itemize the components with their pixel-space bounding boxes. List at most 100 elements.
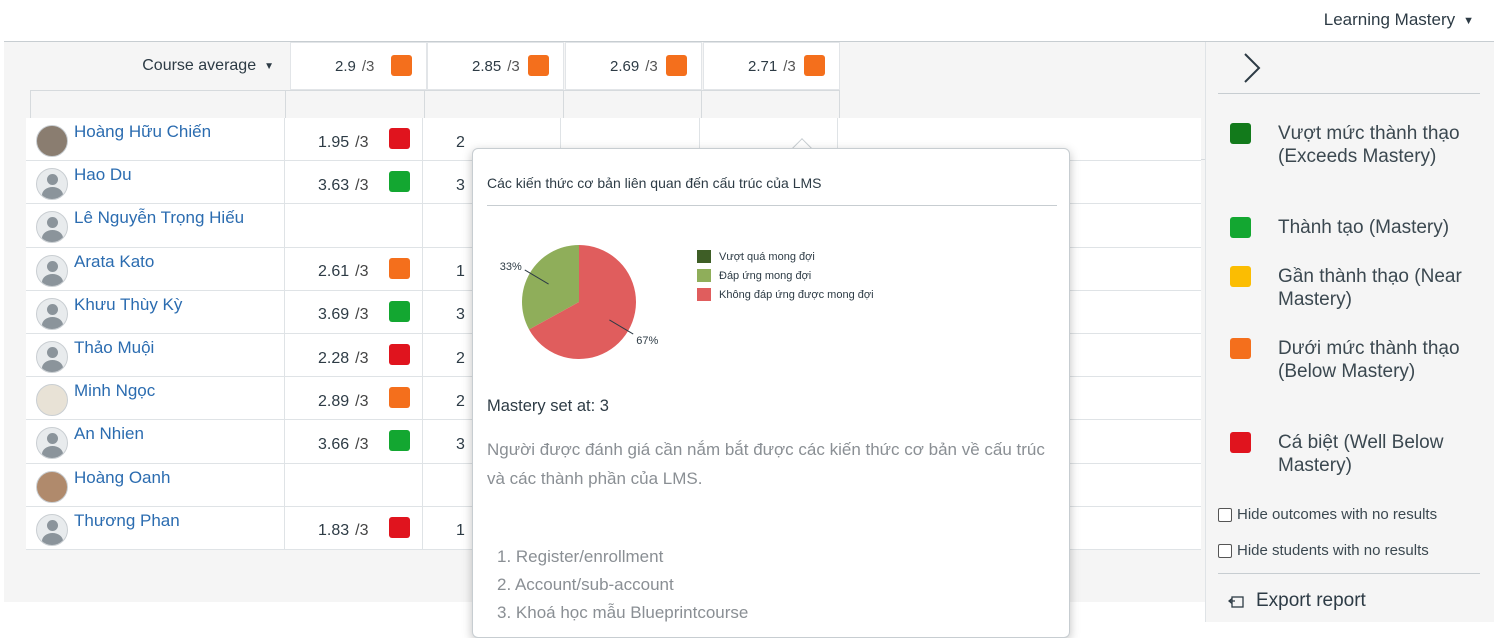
student-name-link[interactable]: Minh Ngọc (74, 381, 156, 401)
caret-down-icon: ▼ (1463, 15, 1474, 27)
course-average-cell: 2.85/3 (427, 42, 564, 90)
mastery-level-label: Cá biệt (Well Below Mastery) (1278, 432, 1444, 476)
student-name-cell: Arata Kato (26, 247, 285, 290)
avatar (36, 340, 68, 373)
score-cell (700, 118, 838, 161)
student-score: 3 (456, 176, 465, 194)
legend-item: Không đáp ứng được mong đợi (697, 285, 874, 304)
student-score: 2 (456, 392, 465, 410)
score-cell: 3.66/3 (285, 420, 423, 463)
hide-outcomes-checkbox[interactable]: Hide outcomes with no results (1218, 506, 1437, 523)
collapse-sidebar-button[interactable] (1236, 50, 1266, 86)
avatar (36, 125, 68, 157)
avatar (36, 427, 68, 460)
student-name-link[interactable]: An Nhien (74, 424, 144, 444)
mastery-threshold: Mastery set at: 3 (487, 397, 609, 415)
pie-leader-line (609, 319, 634, 335)
course-average-select[interactable]: Course average ▼ (4, 42, 290, 90)
score-cell (285, 204, 423, 247)
average-score: 2.69 (610, 57, 640, 75)
mastery-level: Cá biệt (Well Below Mastery) (1228, 431, 1488, 477)
pie-percent-label: 67% (636, 335, 658, 347)
student-name-cell: Thảo Muội (26, 333, 285, 377)
mastery-color-square (528, 55, 549, 76)
course-average-label: Course average (142, 57, 257, 74)
export-icon (1228, 596, 1244, 608)
hide-students-checkbox[interactable]: Hide students with no results (1218, 542, 1429, 559)
student-name-link[interactable]: Thảo Muội (74, 337, 155, 357)
legend-label: Không đáp ứng được mong đợi (719, 288, 874, 301)
mastery-color-square (666, 55, 687, 76)
outcome-step: 3. Khoá học mẫu Blueprintcourse (497, 603, 749, 622)
mastery-color-square (389, 430, 410, 452)
average-score: 2.9 (335, 57, 356, 75)
mastery-color-square (1230, 266, 1251, 287)
student-name-cell: An Nhien (26, 420, 285, 463)
student-score: 1 (456, 263, 465, 281)
avatar (36, 254, 68, 287)
score-cell: 3.63/3 (285, 161, 423, 204)
pie-slice (529, 245, 636, 359)
student-name-link[interactable]: Lê Nguyễn Trọng Hiếu (74, 208, 245, 228)
view-select[interactable]: Learning Mastery ▼ (1324, 10, 1474, 30)
divider (487, 205, 1057, 206)
legend-swatch (697, 269, 711, 282)
mastery-color-square (389, 128, 410, 149)
mastery-color-square (1230, 123, 1251, 144)
student-name-cell: Minh Ngọc (26, 377, 285, 420)
mastery-color-square (389, 343, 410, 365)
legend-item: Vượt quá mong đợi (697, 247, 874, 266)
student-score: 2 (456, 133, 465, 151)
student-name-cell: Hao Du (26, 161, 285, 204)
student-name-link[interactable]: Thương Phan (74, 510, 180, 530)
mastery-level-label: Vượt mức thành thạo (Exceeds Mastery) (1278, 123, 1460, 167)
divider (4, 41, 1494, 42)
student-score: 3.63 (318, 176, 350, 194)
mastery-color-square (389, 387, 410, 409)
student-score-max: /3 (355, 263, 369, 281)
score-cell: 2.28/3 (285, 333, 423, 377)
course-average-cell: 2.69/3 (565, 42, 702, 90)
checkbox-icon[interactable] (1218, 507, 1232, 522)
student-score-max: /3 (355, 522, 369, 540)
student-name-link[interactable]: Hoàng Hữu Chiến (74, 122, 212, 141)
score-cell: 3.69/3 (285, 290, 423, 333)
student-name-link[interactable]: Khưu Thùy Kỳ (74, 294, 183, 314)
mastery-level-label: Dưới mức thành thạo (Below Mastery) (1278, 338, 1460, 382)
export-label: Export report (1256, 590, 1366, 611)
legend-swatch (697, 250, 711, 263)
student-score: 2.61 (318, 263, 350, 281)
export-report-button[interactable]: Export report (1228, 590, 1366, 612)
student-name-link[interactable]: Hao Du (74, 165, 132, 185)
mastery-color-square (391, 55, 412, 76)
student-score-max: /3 (355, 133, 369, 151)
checkbox-icon[interactable] (1218, 543, 1232, 558)
student-score: 1 (456, 522, 465, 540)
score-cell (562, 118, 700, 161)
student-score-max: /3 (355, 392, 369, 410)
score-cell: 1.95/3 (285, 118, 423, 161)
avatar (36, 513, 68, 546)
pie-chart: 33% 67% (500, 245, 658, 359)
pie-legend: Vượt quá mong đợi Đáp ứng mong đợi Không đ… (697, 247, 874, 304)
average-max: /3 (507, 57, 520, 75)
top-bar: Learning Mastery ▼ (0, 0, 1500, 42)
course-average-row: Course average ▼ 2.9/3 2.85/3 2.69/3 2.71… (4, 42, 844, 90)
pie-percent-label: 33% (500, 261, 522, 273)
avatar (36, 470, 68, 503)
avatar (36, 168, 68, 201)
student-name-link[interactable]: Hoàng Oanh (74, 467, 171, 487)
student-name-cell: Khưu Thùy Kỳ (26, 290, 285, 333)
caret-down-icon: ▼ (264, 60, 274, 72)
student-name-link[interactable]: Arata Kato (74, 251, 155, 271)
legend-label: Đáp ứng mong đợi (719, 269, 812, 282)
average-score: 2.85 (472, 57, 502, 75)
outcome-description: Người được đánh giá cần nắm bắt được các… (487, 440, 1045, 488)
student-name-cell: Hoàng Hữu Chiến (26, 118, 285, 161)
mastery-color-square (804, 55, 825, 76)
average-max: /3 (645, 57, 658, 75)
mastery-color-square (389, 171, 410, 193)
score-cell: 1.83/3 (285, 506, 423, 549)
legend-swatch (697, 288, 711, 301)
mastery-color-square (1230, 338, 1251, 359)
